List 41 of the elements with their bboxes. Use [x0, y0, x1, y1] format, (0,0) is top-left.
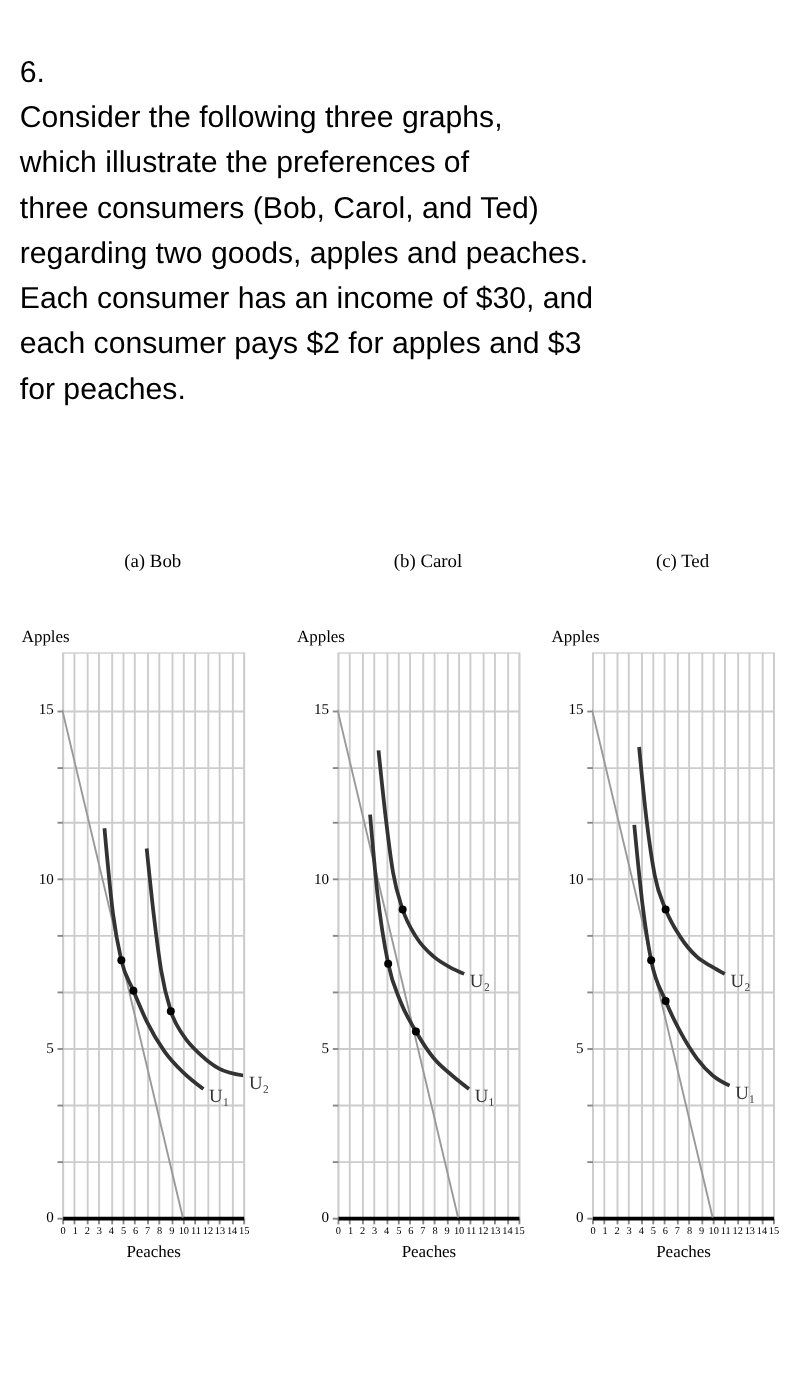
point	[117, 956, 126, 965]
series-label: U₂	[248, 1074, 270, 1095]
line-series	[632, 822, 732, 1088]
y-tick-label: 15	[38, 700, 55, 719]
y-tick-label: 10	[38, 869, 55, 888]
y-tick-label: 15	[568, 700, 585, 719]
x-axis-title: Peaches	[401, 1241, 457, 1262]
y-axis-title: Apples	[551, 625, 600, 646]
line-series	[368, 812, 471, 1091]
series-label: U₁	[735, 1084, 756, 1105]
line-series	[144, 846, 244, 1078]
text: 6.	[19, 55, 45, 90]
point	[411, 1027, 420, 1036]
point	[647, 956, 656, 965]
line-series	[102, 826, 206, 1091]
series-label: U₁	[209, 1088, 230, 1109]
point	[661, 905, 670, 914]
point	[661, 996, 670, 1005]
point	[384, 959, 393, 968]
y-tick-label: 10	[568, 869, 585, 888]
x-axis-title: Peaches	[126, 1241, 181, 1262]
chart-title: (b) Carol	[393, 553, 463, 574]
y-tick-label: 5	[576, 1039, 585, 1058]
point	[129, 986, 138, 995]
series-label: U₂	[730, 973, 751, 994]
chart-title: (c) Ted	[655, 553, 710, 574]
chart-title: (a) Bob	[124, 553, 182, 574]
point	[166, 1007, 175, 1016]
line-series	[376, 748, 467, 976]
point	[398, 905, 407, 914]
y-axis-title: Apples	[21, 625, 70, 646]
y-tick-label: 15	[313, 700, 330, 719]
y-tick-label: 10	[313, 869, 330, 888]
series-label: U₁	[474, 1088, 495, 1109]
series-label: U₂	[469, 973, 491, 994]
y-tick-label: 5	[46, 1039, 55, 1058]
y-axis-title: Apples	[296, 625, 345, 646]
y-tick-label: 5	[321, 1039, 330, 1058]
text: Consider the following three graphs, which illustrate the preferences of three consumers (Bob, Carol, and Ted) regarding two goods, apples and peaches. Each consumer has an income of $30, and each consumer pays $2 for apples and $3 for peaches.	[17, 101, 594, 407]
line-series	[637, 745, 727, 976]
x-axis-title: Peaches	[656, 1241, 711, 1262]
